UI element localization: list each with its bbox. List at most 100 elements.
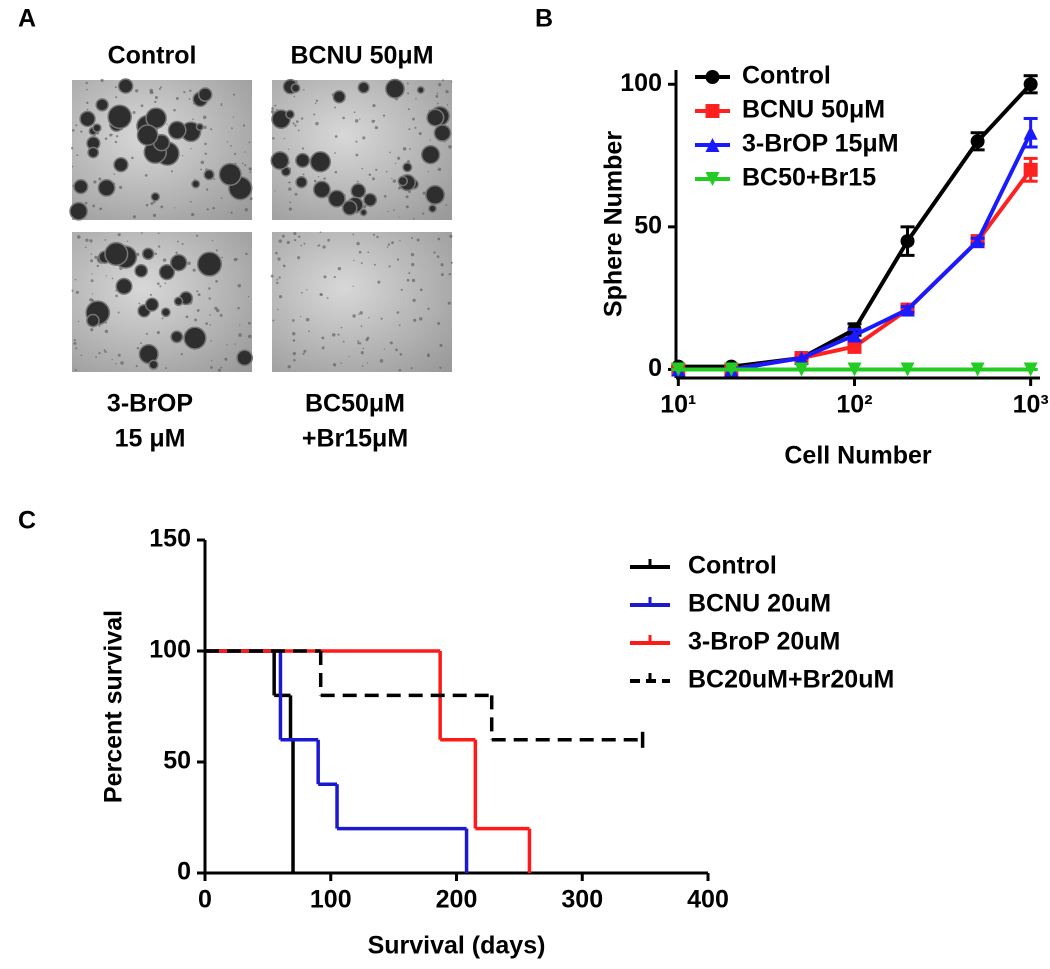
- debris: [372, 177, 375, 181]
- debris: [181, 242, 184, 245]
- debris: [205, 322, 208, 325]
- panel-label: A: [18, 5, 36, 33]
- debris: [367, 251, 370, 254]
- debris: [91, 273, 93, 275]
- debris: [145, 203, 149, 207]
- debris: [374, 125, 379, 130]
- debris: [319, 231, 322, 234]
- debris: [276, 281, 279, 285]
- debris: [292, 332, 296, 336]
- debris: [126, 240, 129, 242]
- debris: [70, 147, 74, 150]
- marker: [900, 234, 915, 249]
- sphere: [136, 124, 159, 146]
- debris: [141, 232, 143, 234]
- debris: [292, 339, 296, 342]
- debris: [412, 298, 416, 302]
- sphere: [195, 122, 204, 131]
- debris: [196, 308, 200, 312]
- debris: [348, 355, 350, 358]
- debris: [357, 342, 360, 345]
- debris: [120, 361, 124, 365]
- debris: [283, 137, 286, 140]
- debris: [85, 81, 88, 85]
- debris: [166, 123, 168, 125]
- legend-label: BC50+Br15: [742, 164, 876, 192]
- debris: [405, 195, 409, 199]
- debris: [247, 296, 250, 298]
- marker: [794, 362, 809, 377]
- debris: [158, 245, 161, 248]
- image-label: 3-BrOP: [107, 390, 193, 418]
- sphere: [309, 151, 332, 173]
- debris: [204, 142, 207, 146]
- debris: [368, 317, 370, 319]
- debris: [140, 342, 142, 345]
- debris: [224, 357, 228, 361]
- debris: [300, 315, 302, 318]
- debris: [419, 317, 423, 321]
- debris: [105, 321, 108, 324]
- sphere: [73, 179, 89, 195]
- debris: [272, 137, 275, 140]
- debris: [396, 258, 400, 261]
- debris: [361, 167, 364, 170]
- debris: [440, 273, 444, 277]
- survival-step: [473, 739, 530, 831]
- sphere: [385, 78, 405, 99]
- debris: [73, 341, 77, 345]
- legend-label: 3-BrOP 15μM: [742, 130, 899, 158]
- debris: [119, 185, 123, 189]
- debris: [84, 246, 87, 249]
- survival-step: [335, 784, 467, 831]
- debris: [360, 351, 364, 355]
- sphere: [197, 87, 213, 102]
- debris: [407, 92, 410, 95]
- image-label: BCNU 50μM: [290, 42, 433, 70]
- debris: [327, 238, 331, 242]
- debris: [379, 359, 384, 363]
- x-axis-label: Survival (days): [368, 932, 546, 960]
- debris: [211, 239, 214, 242]
- debris: [448, 145, 452, 149]
- debris: [115, 96, 118, 99]
- debris: [80, 354, 83, 357]
- debris: [313, 113, 316, 116]
- debris: [173, 108, 176, 112]
- debris: [402, 147, 407, 151]
- debris: [416, 238, 420, 242]
- debris: [359, 311, 363, 315]
- debris: [162, 258, 167, 262]
- debris: [383, 348, 386, 350]
- debris: [90, 279, 94, 283]
- debris: [209, 324, 212, 326]
- debris: [293, 239, 297, 242]
- debris: [397, 156, 401, 160]
- debris: [334, 170, 338, 174]
- debris: [74, 278, 77, 281]
- debris: [86, 101, 89, 105]
- debris: [395, 348, 398, 352]
- debris: [100, 78, 104, 83]
- debris: [205, 188, 209, 191]
- legend-label: BCNU 20uM: [688, 590, 831, 618]
- debris: [292, 319, 295, 322]
- debris: [195, 234, 199, 237]
- sphere: [150, 192, 161, 202]
- marker: [847, 339, 862, 354]
- marker: [900, 362, 915, 377]
- debris: [334, 152, 336, 154]
- debris: [74, 368, 77, 371]
- debris: [302, 173, 305, 176]
- debris: [248, 141, 251, 144]
- debris: [400, 288, 403, 291]
- marker: [970, 362, 985, 377]
- debris: [352, 233, 355, 236]
- debris: [219, 313, 223, 317]
- debris: [321, 346, 325, 350]
- debris: [131, 156, 134, 160]
- debris: [332, 363, 337, 367]
- sphere: [420, 145, 441, 165]
- sphere: [426, 108, 445, 127]
- debris: [375, 168, 378, 171]
